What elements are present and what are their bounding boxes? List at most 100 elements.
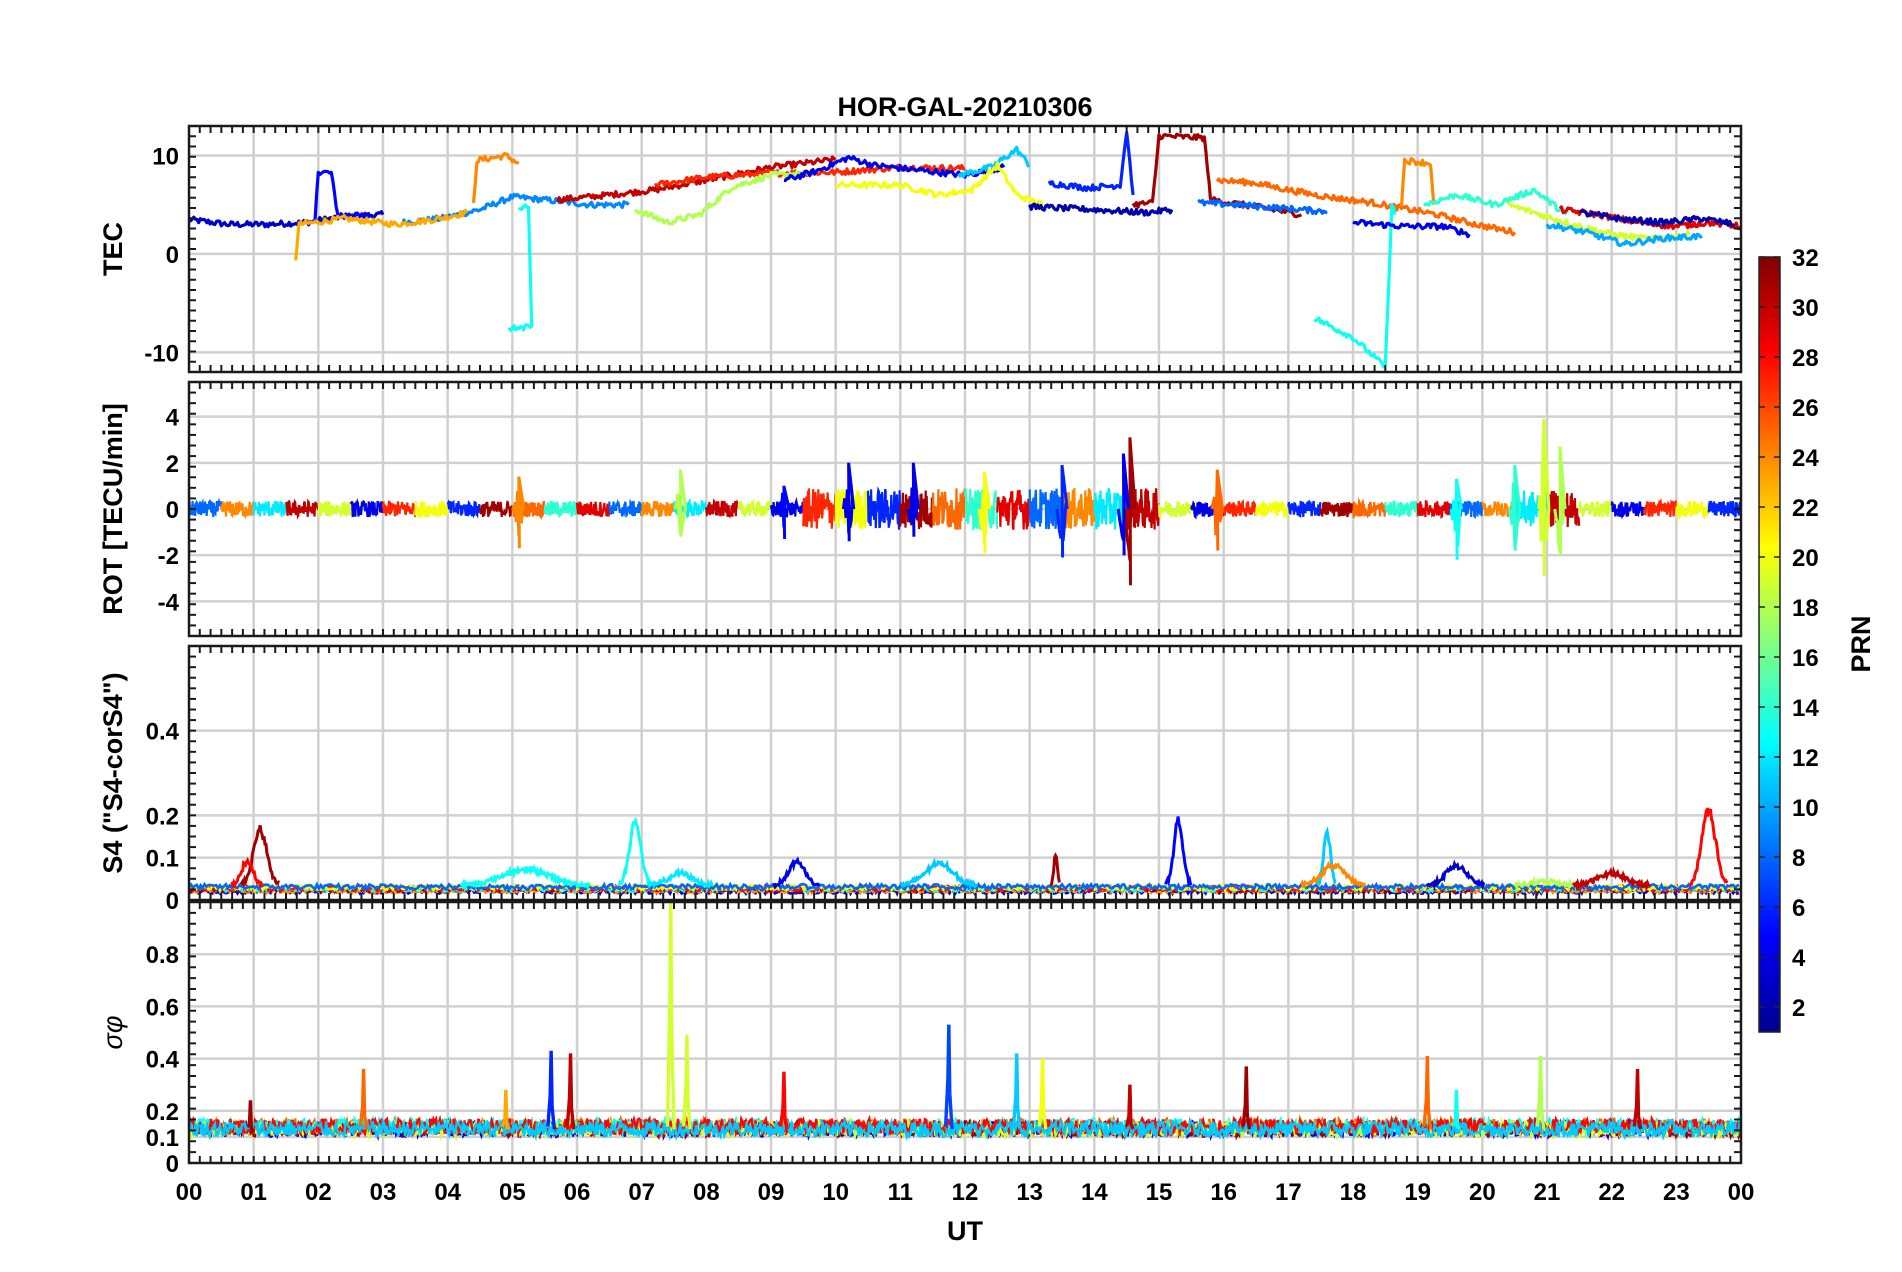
rot-noise-trace bbox=[737, 498, 772, 518]
x-tick-label: 12 bbox=[952, 1179, 979, 1206]
tec-ytick-label: 0 bbox=[166, 242, 179, 269]
sigma-peak-prn-11 bbox=[1011, 1053, 1022, 1130]
x-axis: 00 01 02 03 04 05 06 07 08 09 10 11 12 13 14 15 16 17 18 19… bbox=[176, 1179, 1755, 1206]
tec-series-prn-14 bbox=[1423, 187, 1568, 216]
rot-spike-prn-31 bbox=[1123, 437, 1137, 586]
sigma_phi-ytick-label: 0 bbox=[166, 1151, 179, 1178]
s4-data bbox=[189, 807, 1741, 897]
tec-data bbox=[189, 131, 1741, 369]
sigma_phi-ytick-label: 0.8 bbox=[146, 942, 179, 969]
colorbar-bar bbox=[1758, 256, 1781, 1033]
rot-spike-prn-4 bbox=[1116, 453, 1131, 556]
tec-series-prn-10 bbox=[1545, 222, 1703, 248]
colorbar-tick-label: 20 bbox=[1792, 545, 1819, 572]
s4-peak-prn-18 bbox=[1514, 875, 1580, 893]
colorbar-tick-label: 26 bbox=[1792, 395, 1819, 422]
rot-noise-trace bbox=[284, 498, 320, 520]
tec-series-prn-13 bbox=[507, 203, 534, 332]
s4-peak-prn-31 bbox=[1049, 852, 1061, 887]
x-tick-label: 02 bbox=[305, 1179, 332, 1206]
tec-series-prn-6 bbox=[1047, 131, 1135, 196]
colorbar-tick-label: 22 bbox=[1792, 495, 1819, 522]
rot-noise-trace bbox=[220, 500, 255, 520]
rot-noise-trace bbox=[1610, 501, 1645, 520]
rot-noise-trace bbox=[1352, 497, 1387, 519]
rot-noise-trace bbox=[1707, 500, 1741, 518]
s4-peak-prn-28 bbox=[230, 856, 264, 890]
sigma_phi-ytick-label: 0.6 bbox=[146, 994, 179, 1021]
sigma-peak-prn-19 bbox=[665, 902, 676, 1130]
rot-noise-trace bbox=[1642, 497, 1678, 517]
rot-data bbox=[189, 418, 1741, 586]
sigma-peak-prn-31 bbox=[246, 1100, 255, 1137]
x-tick-label: 13 bbox=[1016, 1179, 1043, 1206]
colorbar-tick-label: 28 bbox=[1792, 345, 1819, 372]
x-tick-label: 09 bbox=[758, 1179, 785, 1206]
s4-peak-prn-11 bbox=[899, 857, 979, 890]
tec-ytick-label: 10 bbox=[152, 144, 179, 171]
x-tick-label: 03 bbox=[370, 1179, 397, 1206]
rot-spike-prn-5 bbox=[777, 485, 791, 540]
colorbar-tick-label: 2 bbox=[1792, 995, 1805, 1022]
rot-noise-trace bbox=[349, 497, 384, 518]
rot-noise-trace bbox=[866, 486, 902, 530]
rot-noise-trace bbox=[1060, 488, 1096, 529]
sigma-peak-prn-30 bbox=[1632, 1068, 1643, 1130]
rot-panel: -4 -2 0 2 4 ROT [TECU/min] bbox=[98, 380, 1743, 638]
tec-series-prn-20 bbox=[834, 161, 1044, 206]
rot-noise-trace bbox=[1157, 500, 1192, 519]
x-tick-label: 22 bbox=[1598, 1179, 1625, 1206]
rot-spike-prn-4 bbox=[906, 462, 920, 537]
rot-spike-prn-14 bbox=[1508, 464, 1522, 551]
rot-noise-trace bbox=[414, 501, 449, 520]
tec-series-prn-25 bbox=[1215, 177, 1517, 237]
sigma_phi-ylabel: σφ bbox=[98, 1016, 128, 1050]
rot-noise-trace bbox=[1254, 501, 1290, 520]
s4-ytick-label: 0.2 bbox=[146, 803, 179, 830]
rot-spike-prn-4 bbox=[841, 462, 856, 542]
s4-peak-prn-5 bbox=[1164, 816, 1193, 889]
tec-series-prn-24 bbox=[471, 152, 520, 204]
colorbar-tick-label: 14 bbox=[1792, 695, 1819, 722]
rot-ytick-label: 4 bbox=[166, 405, 180, 432]
rot-spike-prn-20 bbox=[977, 471, 992, 553]
sigma-peak-prn-6 bbox=[546, 1050, 557, 1130]
colorbar-tick-label: 30 bbox=[1792, 295, 1819, 322]
rot-noise-trace bbox=[1222, 499, 1257, 517]
rot-spike-prn-13 bbox=[1449, 478, 1464, 560]
s4-peak-prn-24 bbox=[1299, 860, 1366, 889]
tec-series-prn-13 bbox=[1313, 202, 1397, 369]
s4-peak-prn-4 bbox=[772, 856, 821, 890]
colorbar-tick-label: 12 bbox=[1792, 745, 1819, 772]
rot-ytick-label: 2 bbox=[166, 451, 179, 478]
colorbar-tick-label: 6 bbox=[1792, 895, 1805, 922]
s4-peak-prn-28 bbox=[1688, 807, 1729, 888]
rot-spike-prn-25 bbox=[1210, 469, 1224, 551]
s4-peak-prn-3 bbox=[1426, 859, 1486, 891]
rot-ytick-label: -4 bbox=[158, 589, 180, 616]
rot-ytick-label: 0 bbox=[166, 497, 179, 524]
sigma-peak-prn-30 bbox=[565, 1053, 576, 1130]
sigma-peak-prn-25 bbox=[1422, 1055, 1433, 1130]
colorbar-tick-label: 32 bbox=[1792, 245, 1819, 272]
colorbar-tick-label: 16 bbox=[1792, 645, 1819, 672]
x-tick-label: 01 bbox=[240, 1179, 267, 1206]
s4-baseline-prn-8 bbox=[189, 881, 1740, 893]
x-tick-label: 05 bbox=[499, 1179, 526, 1206]
x-tick-label: 20 bbox=[1469, 1179, 1496, 1206]
sigma-peak-prn-13 bbox=[1451, 1089, 1461, 1131]
colorbar-tick-label: 8 bbox=[1792, 845, 1805, 872]
s4-ytick-label: 0.4 bbox=[146, 719, 180, 746]
rot-noise-trace bbox=[640, 500, 675, 518]
rot-noise-trace bbox=[543, 500, 578, 519]
tec-series-prn-8 bbox=[1197, 198, 1328, 216]
x-tick-label: 21 bbox=[1534, 1179, 1561, 1206]
sigma_phi-ytick-label: 0.2 bbox=[146, 1099, 179, 1126]
s4-peak-prn-31 bbox=[239, 825, 280, 888]
rot-noise-trace bbox=[608, 498, 643, 519]
sigma_phi-ytick-label: 0.1 bbox=[146, 1125, 179, 1152]
x-tick-label: 19 bbox=[1404, 1179, 1431, 1206]
tec-series-prn-4 bbox=[1352, 218, 1471, 239]
rot-noise-trace bbox=[478, 500, 514, 518]
